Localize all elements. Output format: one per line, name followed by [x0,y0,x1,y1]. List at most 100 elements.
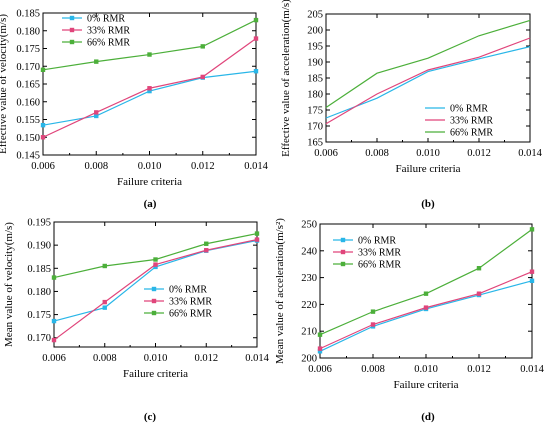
data-point [147,88,152,94]
panel-label: (a) [144,198,157,210]
data-point [40,122,46,128]
y-tick-label: 200 [301,354,317,365]
series-line-1 [325,37,531,125]
data-point [254,237,260,242]
legend-label: 0% RMR [358,236,396,247]
legend-marker [340,237,346,243]
legend-label: 66% RMR [169,309,212,320]
x-tick-label: 0.008 [93,353,117,364]
x-tick-label: 0.006 [42,353,66,364]
data-point [51,337,57,343]
series-line-0 [42,70,257,126]
legend-label: 33% RMR [450,116,493,127]
data-point [102,263,107,269]
plot-frame [325,13,531,143]
data-point [476,291,482,296]
legend-label: 33% RMR [169,297,212,308]
legend-label: 0% RMR [450,104,488,115]
x-axis-label: Failure criteria [395,163,460,175]
data-point [153,257,158,262]
y-tick-label: 250 [301,220,317,231]
y-tick-label: 185 [307,74,323,85]
y-tick-label: 0.170 [27,333,51,344]
x-tick-label: 0.012 [194,353,218,364]
y-axis-label: Effective value of acceleration(m/s) [280,0,292,157]
data-point [153,262,158,267]
y-tick-label: 0.175 [27,310,51,321]
x-tick-label: 0.012 [467,364,491,375]
y-tick-label: 0.180 [16,26,40,37]
series-line-0 [319,280,533,352]
x-tick-label: 0.008 [84,161,108,172]
y-tick-label: 0.150 [16,133,40,144]
series-line-2 [42,19,257,71]
y-tick-label: 0.170 [16,62,40,73]
data-point [200,44,205,49]
y-tick-label: 165 [307,138,323,149]
y-tick-label: 0.155 [16,115,40,126]
data-point [147,52,152,57]
y-tick-label: 190 [307,58,323,69]
legend-label: 66% RMR [87,38,130,49]
x-tick-label: 0.010 [416,148,440,159]
data-point [94,59,99,64]
legend-marker [340,261,346,267]
data-point [94,110,99,115]
data-point [40,135,46,140]
data-point [40,67,46,72]
legend-marker [151,286,157,292]
series-line-2 [53,232,258,279]
y-tick-label: 0.180 [27,287,51,298]
data-point [51,275,57,280]
data-point [529,227,535,232]
y-tick-label: 220 [301,300,317,311]
data-point [423,291,429,296]
x-tick-label: 0.012 [191,161,215,172]
data-point [204,248,209,253]
data-point [204,241,209,246]
x-tick-label: 0.006 [308,364,332,375]
data-point [253,36,259,41]
y-tick-label: 0.185 [16,9,40,20]
y-axis-label: Mean value of velocity(m/s) [3,222,15,347]
y-axis-label: Mean value of acceleration(m/s²) [274,218,286,364]
panel-label: (b) [421,198,435,210]
legend-label: 66% RMR [450,128,493,139]
legend-marker [69,39,75,45]
y-tick-label: 210 [301,327,317,338]
data-point [476,266,482,271]
plot-frame [319,223,533,359]
x-tick-label: 0.014 [520,364,544,375]
legend-marker [151,310,157,316]
x-tick-label: 0.014 [244,161,268,172]
y-tick-label: 0.175 [16,44,40,55]
series-line-0 [325,46,531,119]
y-tick-label: 0.145 [16,151,40,162]
y-tick-label: 200 [307,26,323,37]
legend-label: 33% RMR [87,26,130,37]
series-line-0 [53,239,258,322]
y-tick-label: 0.190 [27,241,51,252]
x-tick-label: 0.008 [365,148,389,159]
legend-label: 33% RMR [358,248,401,259]
x-axis-label: Failure criteria [123,368,188,380]
series-line-2 [319,228,533,336]
legend-label: 0% RMR [87,14,125,25]
data-point [200,74,205,80]
panel-label: (d) [421,411,435,423]
y-tick-label: 175 [307,106,323,117]
x-tick-label: 0.012 [467,148,491,159]
legend-label: 0% RMR [169,285,207,296]
x-axis-label: Failure criteria [117,176,182,188]
series-line-2 [325,19,531,108]
y-tick-label: 205 [307,10,323,21]
legend-marker [69,15,75,21]
data-point [254,231,260,236]
data-point [529,278,535,284]
data-point [102,299,107,305]
legend-marker [151,298,157,304]
data-point [102,305,107,310]
data-point [253,17,259,23]
data-point [51,318,57,324]
